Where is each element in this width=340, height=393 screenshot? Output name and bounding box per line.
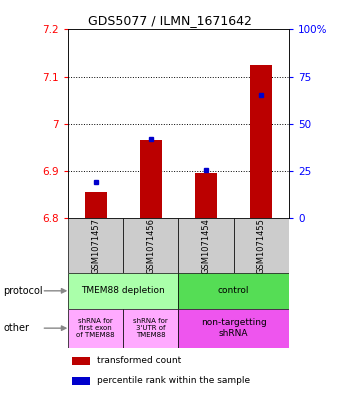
Bar [140, 140, 162, 218]
Bar [72, 357, 90, 365]
Text: other: other [3, 323, 29, 333]
Text: GSM1071455: GSM1071455 [257, 218, 266, 274]
Text: shRNA for
first exon
of TMEM88: shRNA for first exon of TMEM88 [76, 318, 115, 338]
Text: GDS5077 / ILMN_1671642: GDS5077 / ILMN_1671642 [88, 14, 252, 27]
Text: non-targetting
shRNA: non-targetting shRNA [201, 318, 267, 338]
Text: control: control [218, 286, 250, 295]
Bar [68, 273, 178, 309]
Bar [68, 309, 123, 348]
Bar [123, 218, 178, 273]
Text: GSM1071454: GSM1071454 [202, 218, 210, 274]
Text: GSM1071456: GSM1071456 [147, 218, 155, 274]
Text: GSM1071457: GSM1071457 [91, 218, 100, 274]
Bar [123, 309, 178, 348]
Bar [85, 192, 107, 218]
Text: protocol: protocol [3, 286, 43, 296]
Text: transformed count: transformed count [97, 356, 181, 365]
Bar [178, 218, 234, 273]
Bar [72, 377, 90, 385]
Bar [68, 218, 123, 273]
Text: percentile rank within the sample: percentile rank within the sample [97, 376, 250, 385]
Bar [195, 173, 217, 218]
Bar [178, 273, 289, 309]
Bar [234, 218, 289, 273]
Bar [178, 309, 289, 348]
Text: shRNA for
3'UTR of
TMEM88: shRNA for 3'UTR of TMEM88 [134, 318, 168, 338]
Text: TMEM88 depletion: TMEM88 depletion [81, 286, 165, 295]
Bar [250, 65, 272, 218]
